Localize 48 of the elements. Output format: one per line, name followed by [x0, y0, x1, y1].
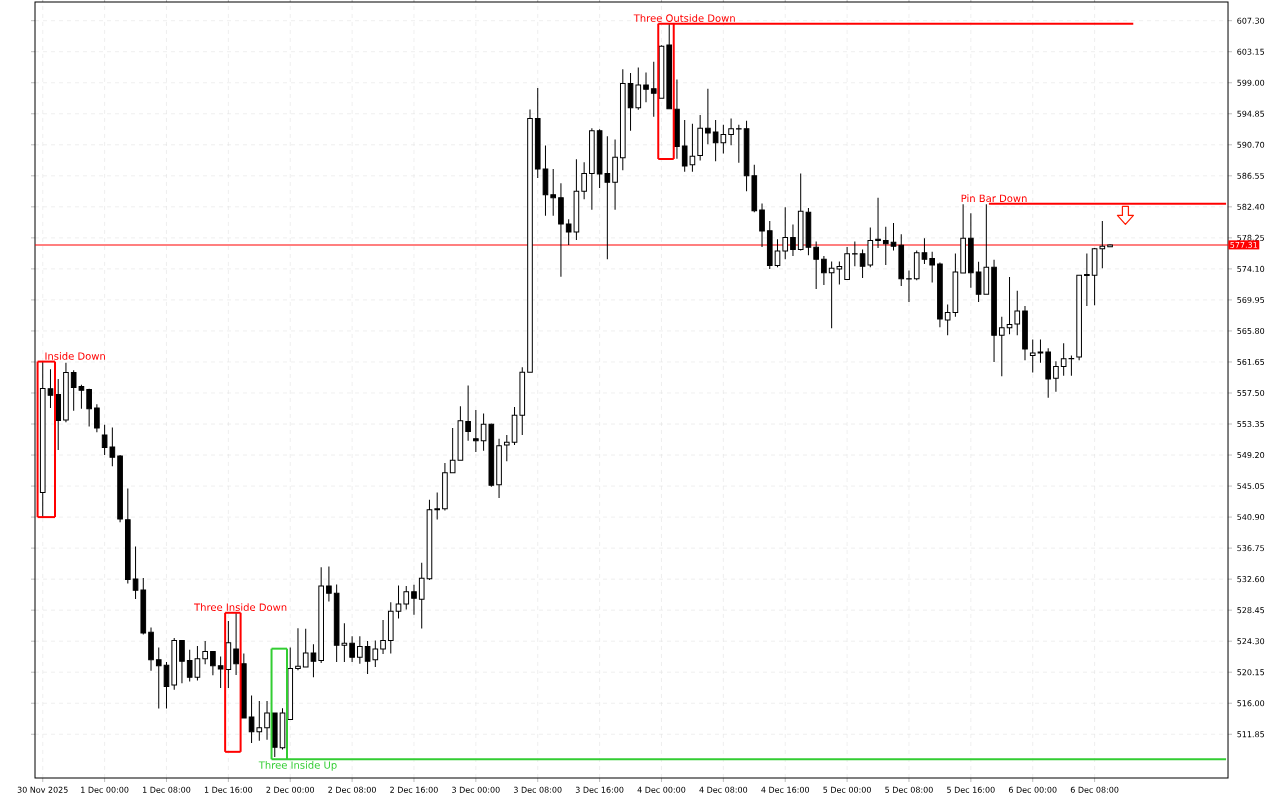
y-tick-label: 532.60	[1237, 576, 1265, 583]
y-tick-label: 516.00	[1237, 700, 1265, 707]
y-tick-label: 557.50	[1237, 389, 1265, 396]
annotation: Inside Down	[45, 352, 105, 360]
y-tick-label: 565.80	[1237, 327, 1265, 334]
annotation: Three Inside Down	[194, 603, 287, 612]
x-tick-label: 1 Dec 16:00	[204, 786, 253, 793]
x-tick-label: 4 Dec 08:00	[699, 786, 748, 793]
ref-line-label: 577.31	[1230, 241, 1258, 248]
x-tick-label: 1 Dec 08:00	[143, 786, 191, 793]
annotation: Pin Bar Down	[961, 194, 1027, 203]
y-tick-label: 594.85	[1237, 110, 1265, 117]
y-tick-label: 586.55	[1237, 172, 1265, 179]
x-tick-label: 4 Dec 16:00	[761, 786, 810, 793]
x-tick-label: 3 Dec 00:00	[452, 786, 500, 793]
y-tick-label: 540.90	[1237, 514, 1265, 521]
x-tick-label: 5 Dec 08:00	[885, 786, 933, 793]
x-tick-label: 3 Dec 08:00	[513, 786, 562, 793]
y-tick-label: 569.95	[1237, 296, 1265, 303]
y-tick-label: 549.20	[1237, 452, 1265, 459]
x-tick-label: 4 Dec 00:00	[637, 786, 686, 793]
x-tick-label: 3 Dec 16:00	[575, 786, 624, 793]
y-tick-label: 590.70	[1237, 141, 1265, 148]
x-tick-label: 1 Dec 00:00	[81, 786, 129, 793]
y-tick-label: 511.85	[1237, 731, 1265, 738]
x-tick-label: 30 Nov 2025	[17, 786, 68, 793]
y-tick-label: 582.40	[1237, 203, 1265, 210]
y-tick-label: 574.10	[1237, 265, 1265, 272]
y-tick-label: 603.15	[1237, 48, 1265, 55]
x-tick-label: 2 Dec 08:00	[328, 786, 376, 793]
y-tick-label: 520.15	[1237, 669, 1265, 676]
x-tick-label: 6 Dec 08:00	[1070, 786, 1119, 793]
y-tick-label: 599.00	[1237, 79, 1265, 86]
y-tick-label: 607.30	[1237, 17, 1265, 24]
y-tick-label: 561.65	[1237, 358, 1265, 365]
annotation: Three Outside Down	[633, 14, 735, 22]
y-tick-label: 528.45	[1237, 607, 1265, 614]
x-tick-label: 6 Dec 00:00	[1008, 786, 1057, 793]
x-tick-label: 2 Dec 16:00	[390, 786, 438, 793]
y-tick-label: 536.75	[1237, 545, 1265, 552]
y-tick-label: 578.25	[1237, 234, 1265, 241]
x-tick-label: 2 Dec 00:00	[266, 786, 315, 793]
x-tick-label: 5 Dec 16:00	[947, 786, 995, 793]
x-tick-label: 5 Dec 00:00	[823, 786, 871, 793]
y-tick-label: 545.05	[1237, 483, 1265, 490]
y-tick-label: 524.30	[1237, 638, 1265, 645]
annotation: Three Inside Up	[258, 761, 337, 771]
y-tick-label: 553.35	[1237, 420, 1265, 428]
